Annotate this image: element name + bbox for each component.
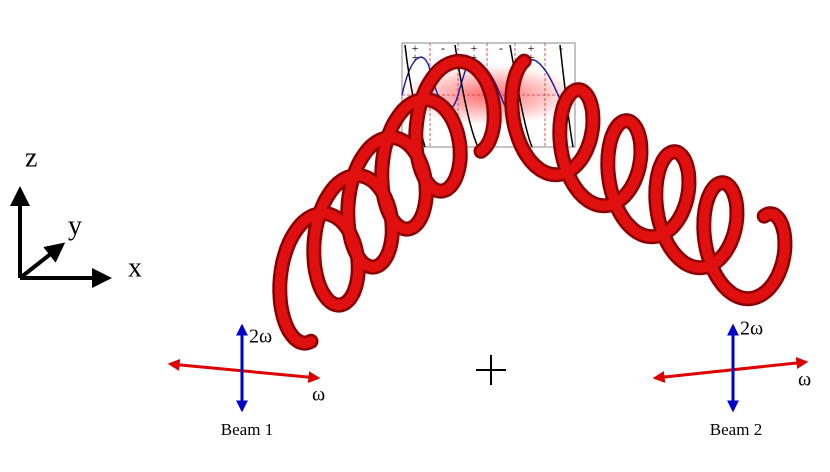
inset-sign: +	[471, 50, 478, 64]
axis-label: y	[68, 210, 82, 241]
beam-name: Beam 1	[221, 420, 273, 439]
inset-sign: -	[441, 41, 445, 55]
beam-label: ω	[312, 384, 325, 406]
beam-label: 2ω	[740, 318, 763, 340]
inset-sign: +	[471, 41, 478, 55]
center-cross	[476, 355, 506, 385]
beam-name: Beam 2	[710, 420, 762, 439]
beam-1-arrows	[167, 323, 321, 413]
axes-gizmo	[9, 186, 112, 288]
helix	[274, 56, 500, 349]
beam-label: ω	[798, 369, 811, 391]
inset-sign: -	[499, 41, 503, 55]
inset-sign: +	[412, 50, 419, 64]
axis-label: z	[25, 142, 37, 173]
beam-label: 2ω	[249, 326, 272, 348]
inset-sign: +	[528, 41, 535, 55]
inset-sign: -	[559, 41, 563, 55]
axis-label: x	[128, 252, 142, 283]
inset-sign: +	[528, 50, 535, 64]
beam-2-arrows	[652, 323, 809, 413]
inset-sign: +	[412, 41, 419, 55]
helix	[506, 56, 790, 304]
